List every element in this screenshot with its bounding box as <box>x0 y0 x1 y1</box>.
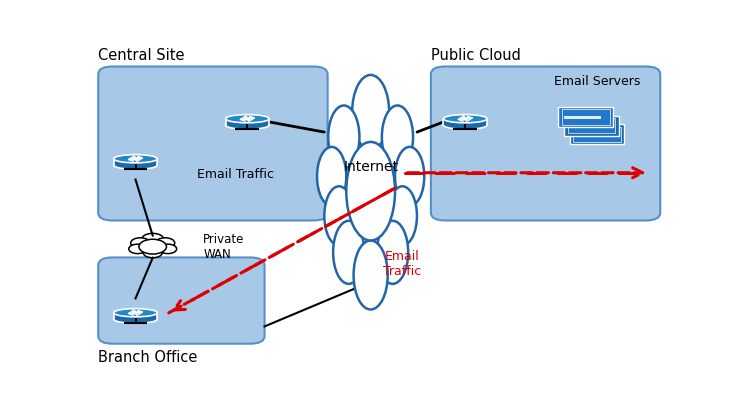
FancyBboxPatch shape <box>114 313 158 319</box>
Ellipse shape <box>159 244 177 254</box>
Ellipse shape <box>329 106 360 168</box>
Ellipse shape <box>114 315 158 323</box>
Ellipse shape <box>114 155 158 163</box>
Ellipse shape <box>388 186 417 246</box>
FancyBboxPatch shape <box>574 127 621 142</box>
Ellipse shape <box>352 75 389 150</box>
Ellipse shape <box>129 244 147 254</box>
Ellipse shape <box>346 142 395 240</box>
Ellipse shape <box>443 115 487 123</box>
FancyBboxPatch shape <box>559 107 613 127</box>
FancyBboxPatch shape <box>98 66 328 220</box>
FancyBboxPatch shape <box>226 119 269 125</box>
FancyBboxPatch shape <box>564 116 602 119</box>
FancyBboxPatch shape <box>576 133 613 136</box>
Ellipse shape <box>226 121 269 129</box>
Ellipse shape <box>114 161 158 169</box>
Ellipse shape <box>324 186 354 246</box>
Ellipse shape <box>141 233 164 245</box>
FancyBboxPatch shape <box>570 124 625 144</box>
Text: Email Traffic: Email Traffic <box>198 168 275 181</box>
Ellipse shape <box>155 238 175 248</box>
Text: Central Site: Central Site <box>98 48 185 64</box>
Ellipse shape <box>443 121 487 129</box>
FancyBboxPatch shape <box>98 258 265 344</box>
Ellipse shape <box>382 106 413 168</box>
Ellipse shape <box>226 115 269 123</box>
Text: Email
Traffic: Email Traffic <box>383 250 421 278</box>
Ellipse shape <box>114 309 158 317</box>
FancyBboxPatch shape <box>431 66 660 220</box>
FancyBboxPatch shape <box>568 118 615 133</box>
Ellipse shape <box>317 147 346 206</box>
Text: Internet: Internet <box>343 160 398 174</box>
Ellipse shape <box>395 147 424 206</box>
Text: Branch Office: Branch Office <box>98 350 198 365</box>
Ellipse shape <box>354 240 388 310</box>
FancyBboxPatch shape <box>114 159 158 165</box>
Text: Email Servers: Email Servers <box>554 75 640 88</box>
Ellipse shape <box>377 221 408 284</box>
Text: Private
WAN: Private WAN <box>204 233 244 261</box>
FancyBboxPatch shape <box>562 110 610 124</box>
Ellipse shape <box>139 239 166 254</box>
Ellipse shape <box>333 221 364 284</box>
Ellipse shape <box>131 238 150 248</box>
Text: Public Cloud: Public Cloud <box>431 48 521 64</box>
FancyBboxPatch shape <box>443 119 487 125</box>
FancyBboxPatch shape <box>564 116 619 136</box>
Ellipse shape <box>143 247 162 258</box>
FancyBboxPatch shape <box>570 124 608 128</box>
